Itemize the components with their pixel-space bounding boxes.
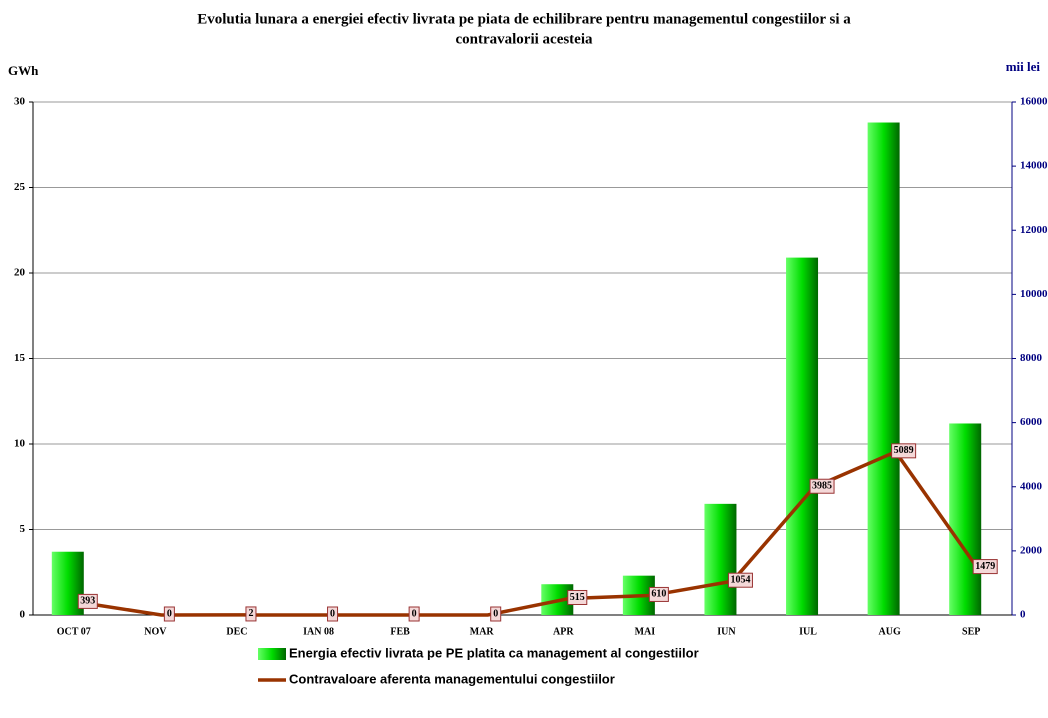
data-label-text: 515 bbox=[570, 592, 585, 603]
y-tick-label: 30 bbox=[14, 96, 26, 108]
y-tick-label: 10 bbox=[14, 438, 26, 450]
data-label-box bbox=[727, 572, 753, 588]
data-label: 0 bbox=[327, 606, 339, 622]
x-tick-label: APR bbox=[553, 626, 574, 637]
data-label-box bbox=[567, 589, 588, 605]
line bbox=[79, 449, 979, 617]
y2-tick-label: 4000 bbox=[1020, 480, 1043, 492]
data-label-text: 0 bbox=[330, 608, 335, 619]
x-tick-label: FEB bbox=[390, 626, 410, 637]
data-label: 515 bbox=[567, 589, 588, 605]
bar bbox=[786, 257, 819, 615]
x-tick-label: IUL bbox=[799, 626, 817, 637]
y2-tick-label: 8000 bbox=[1020, 352, 1043, 364]
data-label-box bbox=[972, 559, 998, 575]
y2-axis-label: mii lei bbox=[1006, 59, 1041, 74]
x-tick-label: MAR bbox=[470, 626, 495, 637]
bar bbox=[867, 122, 900, 616]
y2-tick-label: 12000 bbox=[1020, 224, 1048, 236]
x-tick-label: AUG bbox=[879, 626, 901, 637]
data-label-text: 393 bbox=[80, 596, 95, 607]
data-label: 3985 bbox=[809, 478, 835, 494]
data-label-text: 0 bbox=[493, 608, 498, 619]
data-label-text: 0 bbox=[412, 608, 417, 619]
data-label-text: 1479 bbox=[975, 561, 995, 572]
data-label-box bbox=[327, 606, 339, 622]
data-label-text: 1054 bbox=[730, 575, 750, 586]
data-label: 0 bbox=[408, 606, 420, 622]
y-tick-label: 20 bbox=[14, 267, 26, 279]
legend-swatch bbox=[258, 648, 286, 660]
x-tick-label: NOV bbox=[144, 626, 167, 637]
data-label-box bbox=[245, 606, 257, 622]
data-label: 393 bbox=[77, 593, 98, 609]
data-label-box bbox=[408, 606, 420, 622]
data-label: 2 bbox=[245, 606, 257, 622]
data-label-text: 2 bbox=[248, 608, 253, 619]
data-label-box bbox=[163, 606, 175, 622]
chart-title: contravalorii acesteia bbox=[455, 31, 593, 47]
data-label-box bbox=[648, 586, 669, 602]
data-label-box bbox=[891, 443, 917, 459]
data-label: 5089 bbox=[891, 443, 917, 459]
data-label-text: 610 bbox=[651, 589, 666, 600]
y2-tick-label: 16000 bbox=[1020, 96, 1048, 108]
y2-tick-label: 6000 bbox=[1020, 416, 1043, 428]
x-tick-label: OCT 07 bbox=[57, 626, 91, 637]
data-label: 0 bbox=[490, 606, 502, 622]
data-label-box bbox=[77, 593, 98, 609]
data-label: 1054 bbox=[727, 572, 753, 588]
legend-label: Contravaloare aferenta managementului co… bbox=[289, 671, 615, 686]
legend-label: Energia efectiv livrata pe PE platita ca… bbox=[289, 645, 699, 660]
chart-title: Evolutia lunara a energiei efectiv livra… bbox=[197, 11, 851, 27]
y-tick-label: 0 bbox=[20, 609, 26, 621]
x-tick-label: MAI bbox=[635, 626, 656, 637]
x-tick-label: SEP bbox=[962, 626, 980, 637]
y2-tick-label: 2000 bbox=[1020, 544, 1043, 556]
data-label: 0 bbox=[163, 606, 175, 622]
bar bbox=[949, 423, 982, 615]
y2-tick-label: 0 bbox=[1020, 609, 1026, 621]
y-tick-label: 25 bbox=[14, 181, 26, 193]
y-axis-label: GWh bbox=[8, 63, 39, 78]
bar bbox=[704, 503, 737, 615]
y-tick-label: 15 bbox=[14, 352, 26, 364]
data-label-text: 0 bbox=[167, 608, 172, 619]
data-label-box bbox=[490, 606, 502, 622]
data-label-text: 3985 bbox=[812, 481, 832, 492]
data-label: 610 bbox=[648, 586, 669, 602]
y2-tick-label: 14000 bbox=[1020, 160, 1048, 172]
data-label: 1479 bbox=[972, 559, 998, 575]
data-label-text: 5089 bbox=[894, 445, 914, 456]
x-tick-label: IUN bbox=[717, 626, 736, 637]
data-label-box bbox=[809, 478, 835, 494]
x-tick-label: IAN 08 bbox=[303, 626, 334, 637]
x-tick-label: DEC bbox=[226, 626, 247, 637]
y2-tick-label: 10000 bbox=[1020, 288, 1048, 300]
y-tick-label: 5 bbox=[20, 523, 26, 535]
